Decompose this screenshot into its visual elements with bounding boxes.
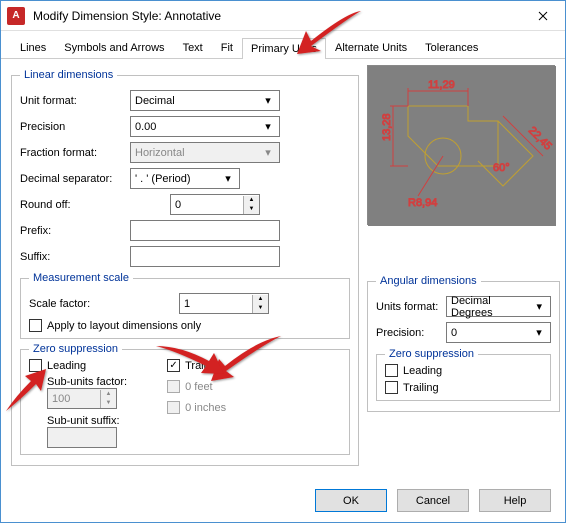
sub-units-factor-spinner: 100 ▲▼ [47, 388, 117, 409]
suffix-input[interactable] [130, 246, 280, 267]
checkbox-box [29, 319, 42, 332]
zero-feet-checkbox: 0 feet [167, 380, 226, 393]
tab-content: Linear dimensions Unit format: Decimal ▾… [1, 59, 565, 470]
tab-tolerances[interactable]: Tolerances [416, 37, 487, 58]
suffix-label: Suffix: [20, 251, 130, 263]
fraction-format-label: Fraction format: [20, 147, 130, 159]
svg-text:R8,94: R8,94 [408, 197, 437, 209]
fraction-format-value: Horizontal [135, 147, 185, 159]
angular-leading-label: Leading [403, 365, 442, 377]
dropdown-icon: ▾ [261, 94, 275, 107]
svg-text:11,29: 11,29 [428, 79, 455, 91]
angular-precision-label: Precision: [376, 327, 446, 339]
sub-units-suffix-label: Sub-unit suffix: [47, 415, 127, 427]
linear-legend: Linear dimensions [20, 69, 117, 81]
sub-units-suffix-input [47, 427, 117, 448]
zero-supp-legend: Zero suppression [29, 343, 122, 355]
close-icon [538, 11, 548, 21]
zero-supp-angular-legend: Zero suppression [385, 348, 478, 360]
tab-fit[interactable]: Fit [212, 37, 242, 58]
prefix-label: Prefix: [20, 225, 130, 237]
angular-dimensions-group: Angular dimensions Units format: Decimal… [367, 275, 560, 412]
app-icon: A [7, 7, 25, 25]
button-bar: OK Cancel Help [315, 489, 551, 512]
precision-value: 0.00 [135, 121, 156, 133]
leading-label: Leading [47, 360, 86, 372]
fraction-format-combo: Horizontal ▾ [130, 142, 280, 163]
checkbox-box [167, 401, 180, 414]
angular-units-format-label: Units format: [376, 301, 446, 313]
zero-suppression-linear-group: Zero suppression Leading Sub-units facto… [20, 343, 350, 455]
round-off-label: Round off: [20, 199, 130, 211]
dropdown-icon: ▾ [261, 146, 275, 159]
unit-format-value: Decimal [135, 95, 175, 107]
zero-inches-label: 0 inches [185, 402, 226, 414]
spinner-buttons[interactable]: ▲▼ [252, 295, 268, 313]
apply-layout-label: Apply to layout dimensions only [47, 320, 201, 332]
precision-combo[interactable]: 0.00 ▾ [130, 116, 280, 137]
titlebar: A Modify Dimension Style: Annotative [1, 1, 565, 31]
tab-lines[interactable]: Lines [11, 37, 55, 58]
preview-drawing: 11,29 13,28 22,45 60° R8,94 [368, 66, 556, 226]
unit-format-label: Unit format: [20, 95, 130, 107]
angular-units-format-value: Decimal Degrees [451, 295, 532, 319]
checkbox-box [29, 359, 42, 372]
dialog-window: A Modify Dimension Style: Annotative Lin… [0, 0, 566, 523]
leading-checkbox[interactable]: Leading [29, 359, 127, 372]
angular-trailing-checkbox[interactable]: Trailing [385, 381, 542, 394]
checkbox-box [385, 381, 398, 394]
checkbox-box: ✓ [167, 359, 180, 372]
round-off-value: 0 [175, 199, 243, 211]
checkbox-box [167, 380, 180, 393]
angular-precision-combo[interactable]: 0 ▾ [446, 322, 551, 343]
prefix-input[interactable] [130, 220, 280, 241]
dropdown-icon: ▾ [221, 172, 235, 185]
apply-layout-checkbox[interactable]: Apply to layout dimensions only [29, 319, 341, 332]
preview-panel: 11,29 13,28 22,45 60° R8,94 [367, 65, 555, 225]
measurement-scale-group: Measurement scale Scale factor: 1 ▲▼ App… [20, 272, 350, 339]
angular-units-format-combo[interactable]: Decimal Degrees ▾ [446, 296, 551, 317]
tab-primary-units[interactable]: Primary Units [242, 38, 326, 59]
tab-symbols-arrows[interactable]: Symbols and Arrows [55, 37, 173, 58]
zero-feet-label: 0 feet [185, 381, 213, 393]
round-off-spinner[interactable]: 0 ▲▼ [170, 194, 260, 215]
angular-leading-checkbox[interactable]: Leading [385, 364, 542, 377]
tab-text[interactable]: Text [174, 37, 212, 58]
spinner-buttons: ▲▼ [100, 390, 116, 408]
dropdown-icon: ▾ [532, 300, 546, 313]
sub-units-factor-value: 100 [52, 393, 100, 405]
tab-strip: Lines Symbols and Arrows Text Fit Primar… [1, 31, 565, 59]
ok-button[interactable]: OK [315, 489, 387, 512]
svg-text:13,28: 13,28 [381, 113, 393, 141]
measurement-legend: Measurement scale [29, 272, 133, 284]
trailing-checkbox[interactable]: ✓ Trailing [167, 359, 226, 372]
angular-trailing-label: Trailing [403, 382, 439, 394]
linear-dimensions-group: Linear dimensions Unit format: Decimal ▾… [11, 69, 359, 466]
checkbox-box [385, 364, 398, 377]
decimal-sep-value: ' . ' (Period) [135, 173, 191, 185]
trailing-label: Trailing [185, 360, 221, 372]
svg-text:60°: 60° [493, 162, 510, 174]
dropdown-icon: ▾ [261, 120, 275, 133]
zero-inches-checkbox: 0 inches [167, 401, 226, 414]
decimal-sep-label: Decimal separator: [20, 173, 130, 185]
scale-factor-value: 1 [184, 298, 252, 310]
angular-precision-value: 0 [451, 327, 457, 339]
tab-alternate-units[interactable]: Alternate Units [326, 37, 416, 58]
spinner-buttons[interactable]: ▲▼ [243, 196, 259, 214]
close-button[interactable] [520, 1, 565, 31]
sub-units-factor-label: Sub-units factor: [47, 376, 127, 388]
cancel-button[interactable]: Cancel [397, 489, 469, 512]
precision-label: Precision [20, 121, 130, 133]
scale-factor-label: Scale factor: [29, 298, 179, 310]
decimal-sep-combo[interactable]: ' . ' (Period) ▾ [130, 168, 240, 189]
scale-factor-spinner[interactable]: 1 ▲▼ [179, 293, 269, 314]
angular-legend: Angular dimensions [376, 275, 481, 287]
window-title: Modify Dimension Style: Annotative [33, 9, 520, 23]
zero-suppression-angular-group: Zero suppression Leading Trailing [376, 348, 551, 401]
help-button[interactable]: Help [479, 489, 551, 512]
dropdown-icon: ▾ [532, 326, 546, 339]
unit-format-combo[interactable]: Decimal ▾ [130, 90, 280, 111]
